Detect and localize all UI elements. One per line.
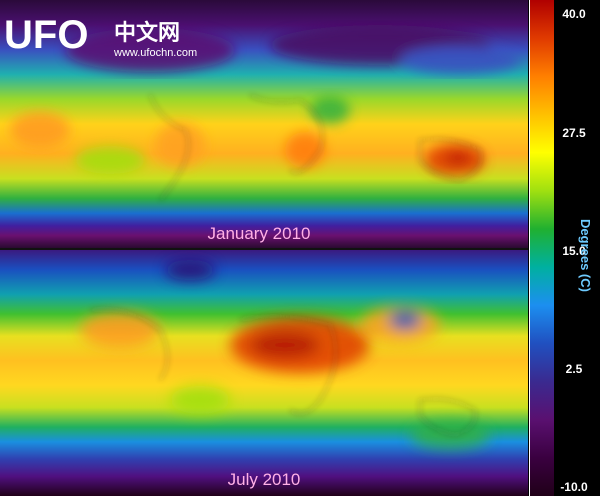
svg-text:www.ufochn.com: www.ufochn.com (113, 47, 197, 59)
svg-text:中文网: 中文网 (114, 20, 180, 46)
map-july-image (0, 250, 528, 496)
map-panel-january: January 2010 (0, 0, 528, 248)
colorbar-tick-label: 27.5 (562, 126, 586, 140)
temperature-maps: January 2010 (0, 0, 528, 496)
colorbar-gradient (529, 0, 554, 496)
map-january-image (0, 0, 528, 248)
map-label-january: January 2010 (207, 224, 311, 243)
colorbar-legend: 40.0 27.5 15.0 2.5 -10.0 (528, 0, 600, 496)
colorbar-tick-label: -10.0 (560, 480, 588, 494)
colorbar-tick-label: 2.5 (565, 362, 583, 376)
colorbar-tick-label: 15.0 (562, 244, 586, 258)
colorbar-title: Degrees (C) (578, 218, 593, 292)
map-panel-july: July 2010 (0, 250, 528, 496)
panel-divider (0, 248, 528, 250)
map-label-july: July 2010 (227, 470, 301, 489)
ufochn-logo: UFO 中文网 www.ufochn.com (4, 13, 197, 59)
colorbar-tick-label: 40.0 (562, 7, 586, 21)
svg-text:UFO: UFO (4, 13, 88, 57)
